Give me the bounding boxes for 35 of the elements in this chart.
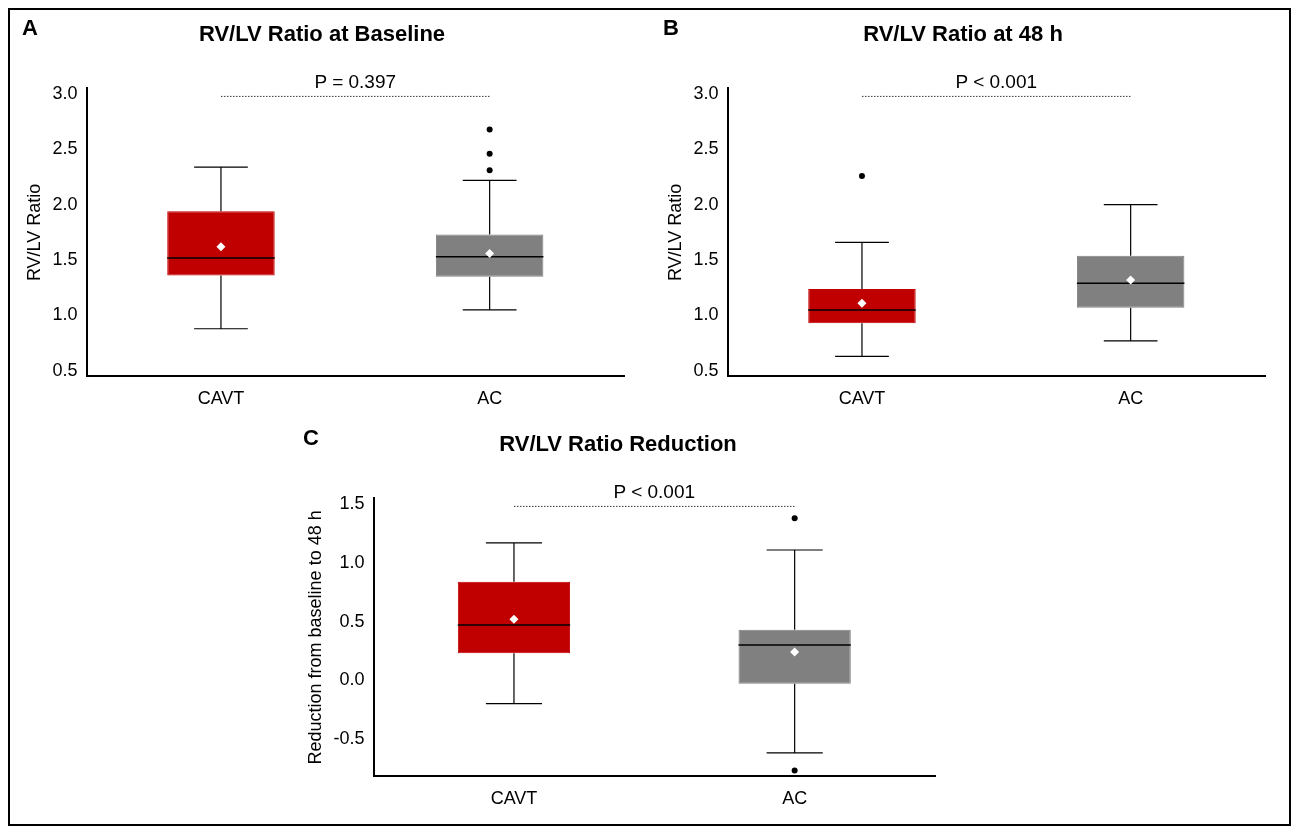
y-tick-label: 2.5 bbox=[693, 138, 719, 159]
y-tick-label: 1.5 bbox=[52, 249, 78, 270]
y-tick-label: 1.0 bbox=[52, 304, 78, 325]
y-tick-label: 2.5 bbox=[52, 138, 78, 159]
y-tick-label: 0.5 bbox=[52, 359, 78, 380]
x-tick-label: AC bbox=[1118, 388, 1144, 409]
y-tick-label: 0.5 bbox=[693, 359, 719, 380]
y-tick-label: 0.0 bbox=[339, 669, 365, 690]
y-tick-label: 2.0 bbox=[693, 193, 719, 214]
annotation: P < 0.001 bbox=[955, 71, 1038, 93]
y-tick-label: 1.0 bbox=[339, 551, 365, 572]
y-tick-label: 2.0 bbox=[52, 193, 78, 214]
text: B bbox=[663, 15, 679, 41]
y-axis-title: RV/LV Ratio bbox=[23, 183, 44, 282]
x-tick-label: AC bbox=[477, 388, 503, 409]
x-tick-label: CAVT bbox=[838, 388, 886, 409]
y-tick-label: 1.0 bbox=[693, 304, 719, 325]
x-tick-label: CAVT bbox=[490, 788, 538, 809]
y-tick-label: 0.5 bbox=[339, 610, 365, 631]
chart-title: RV/LV Ratio at Baseline bbox=[198, 21, 446, 47]
x-tick-label: AC bbox=[782, 788, 808, 809]
y-axis-title: RV/LV Ratio bbox=[664, 183, 685, 282]
text: A bbox=[22, 15, 38, 41]
y-tick-label: 1.5 bbox=[339, 493, 365, 514]
annotation: P = 0.397 bbox=[314, 71, 397, 93]
chart-title: RV/LV Ratio at 48 h bbox=[863, 21, 1063, 47]
x-tick-label: CAVT bbox=[197, 388, 245, 409]
chart-title: RV/LV Ratio Reduction bbox=[499, 431, 737, 457]
text: C bbox=[303, 425, 319, 451]
y-tick-label: 1.5 bbox=[693, 249, 719, 270]
annotation: P < 0.001 bbox=[613, 481, 696, 503]
y-axis-title: Reduction from baseline to 48 h bbox=[304, 510, 325, 765]
y-tick-label: 3.0 bbox=[693, 82, 719, 103]
y-tick-label: 3.0 bbox=[52, 82, 78, 103]
y-tick-label: -0.5 bbox=[333, 727, 365, 748]
